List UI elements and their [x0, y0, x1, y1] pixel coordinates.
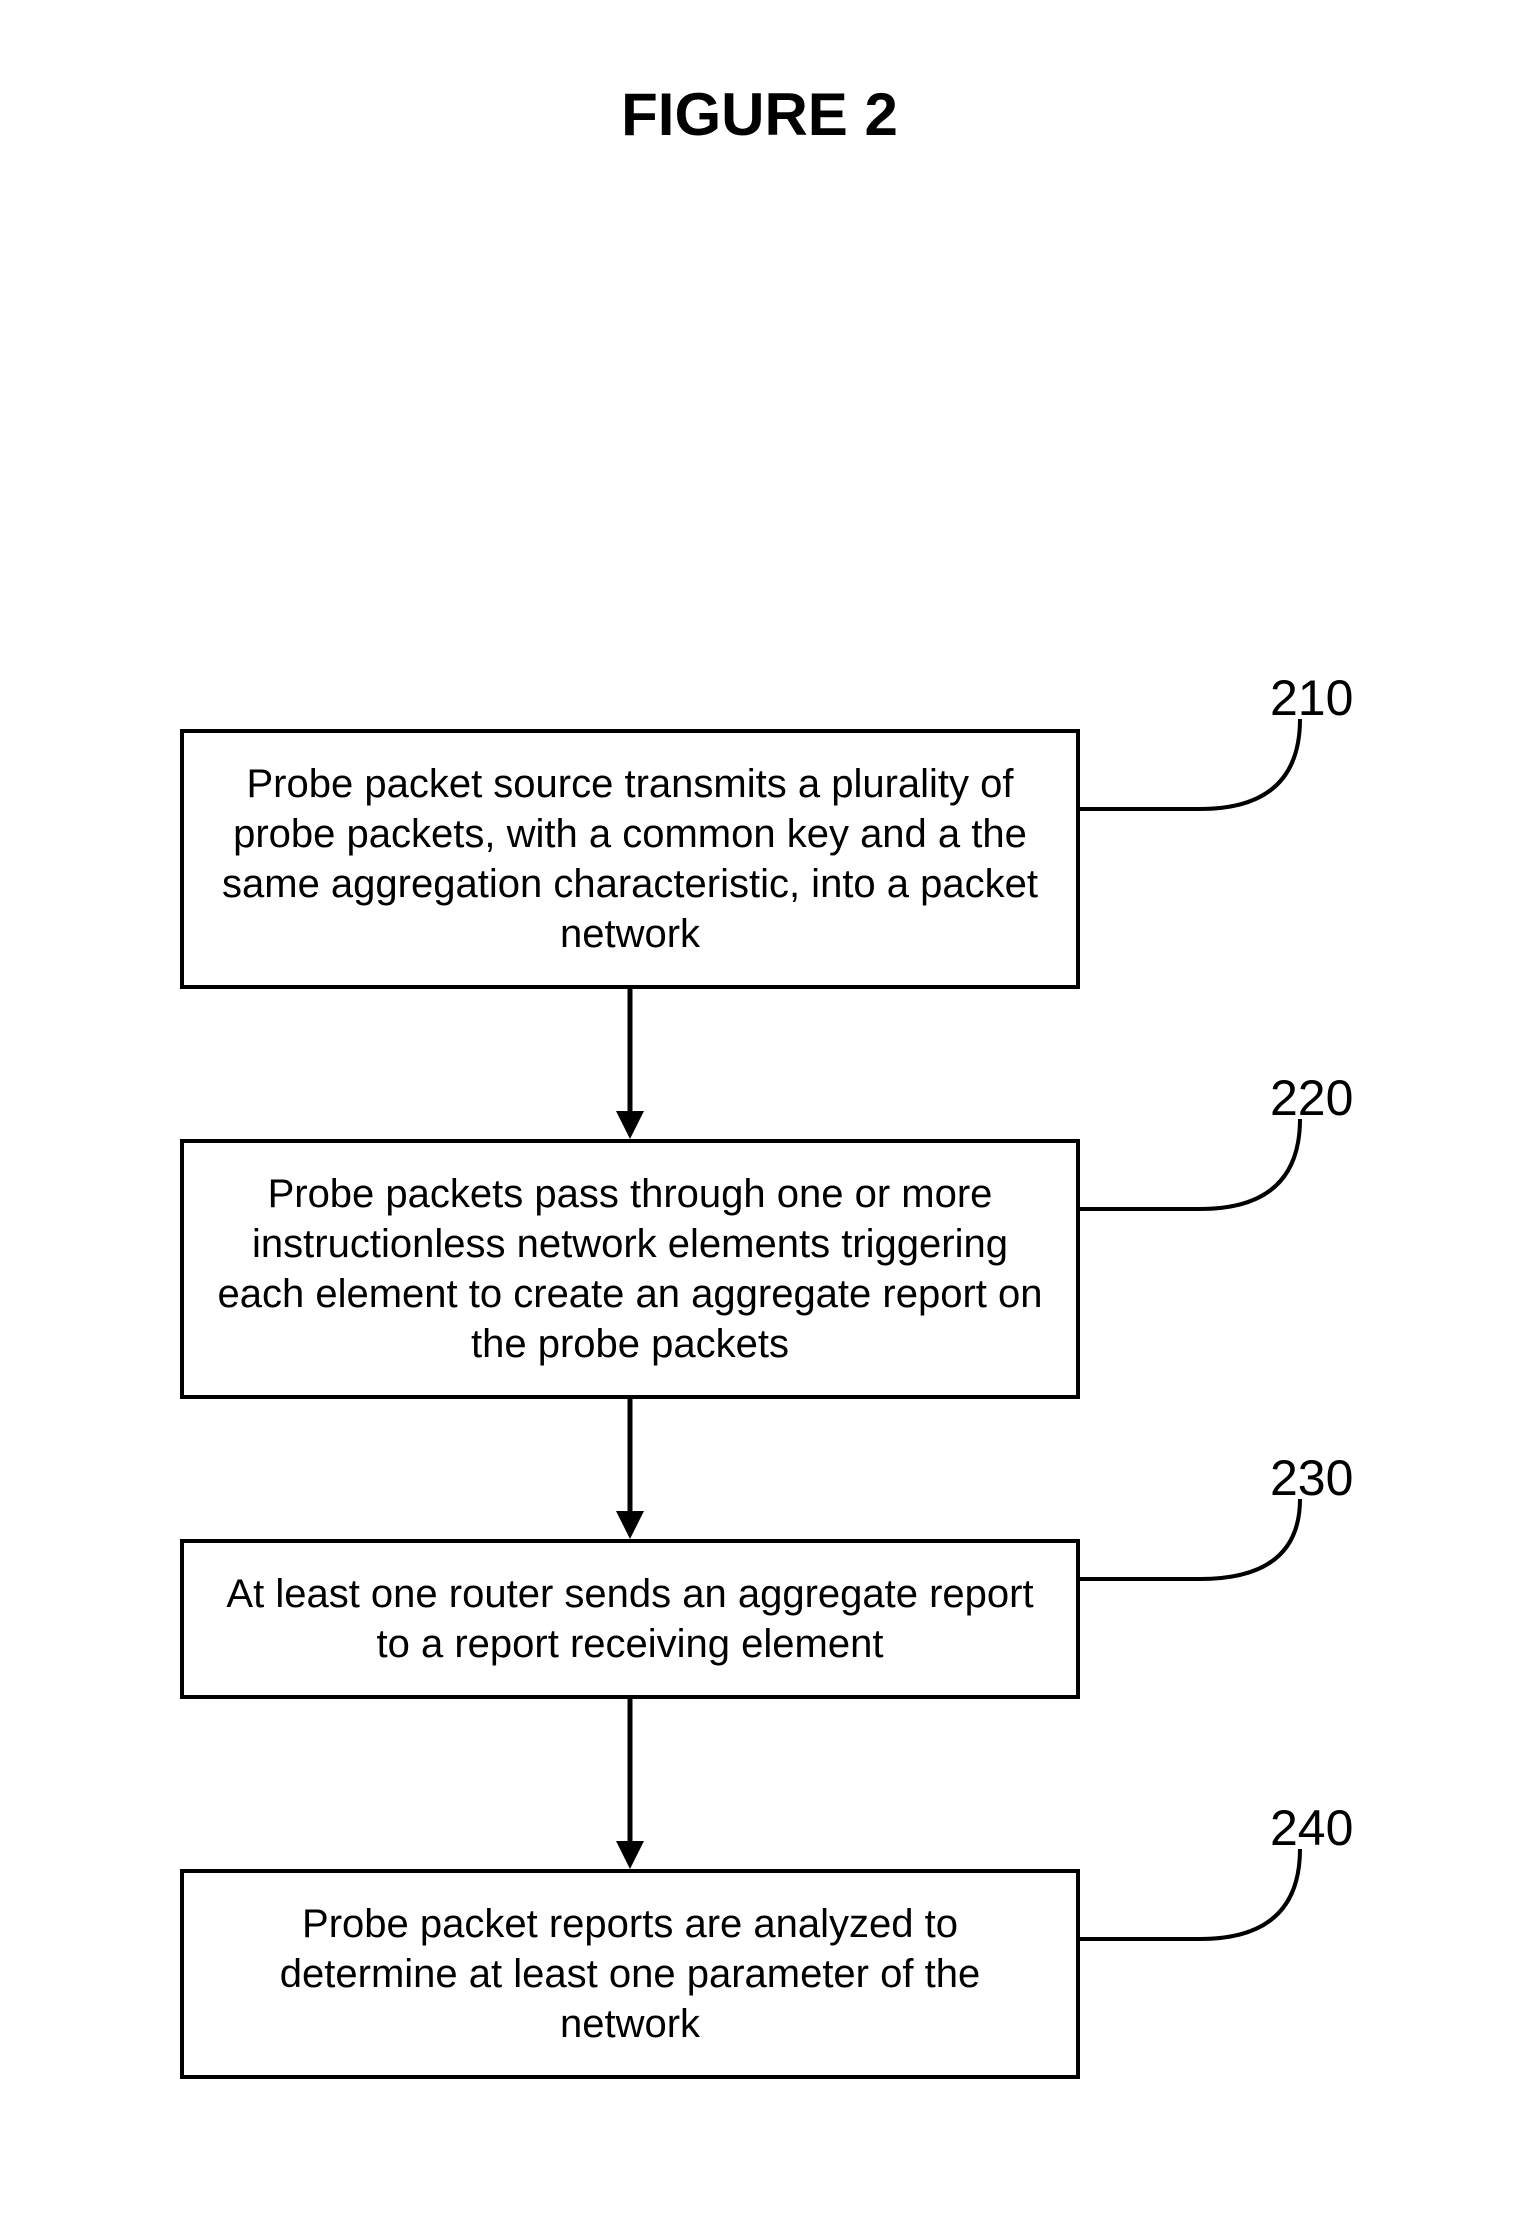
flowchart-container: Probe packet source transmits a pluralit… [0, 329, 1519, 2239]
flow-arrow-2 [0, 329, 1519, 2239]
figure-page: FIGURE 2 Probe packet source transmits a… [0, 0, 1519, 2239]
figure-title: FIGURE 2 [0, 80, 1519, 149]
